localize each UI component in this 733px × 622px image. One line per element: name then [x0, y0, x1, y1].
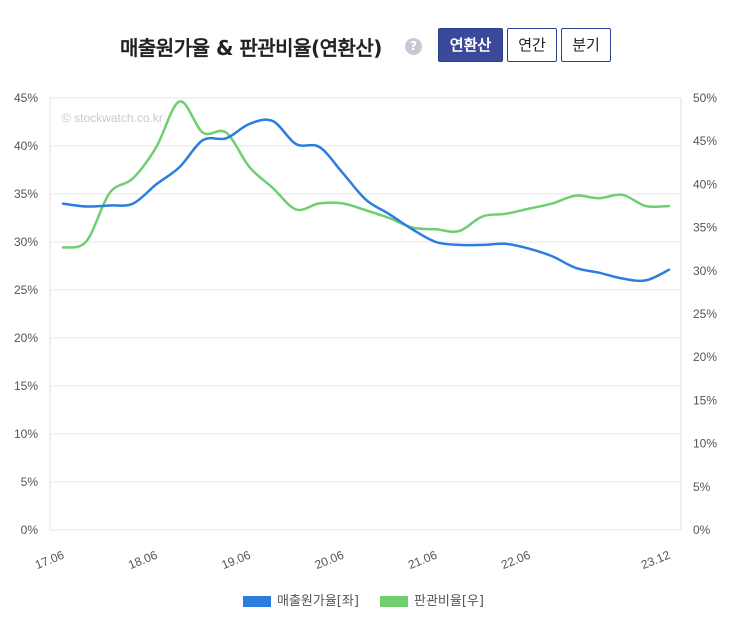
x-axis-ticks: 17.06 18.06 19.06 20.06 21.06 22.06 23.12: [33, 548, 672, 572]
legend: 매출원가율[좌] 판관비율[우]: [0, 590, 733, 610]
x-axis-tick-label: 23.12: [639, 548, 672, 572]
legend-label: 매출원가율[좌]: [277, 594, 359, 609]
button-annualized[interactable]: 연환산: [438, 28, 503, 62]
left-axis-tick-label: 5%: [21, 475, 39, 489]
x-axis-tick-label: 17.06: [33, 548, 66, 572]
right-axis-tick-label: 10%: [693, 437, 717, 451]
watermark: © stockwatch.co.kr: [62, 111, 163, 125]
chart-title: 매출원가율 & 판관비율(연환산): [120, 36, 382, 60]
right-axis-tick-label: 25%: [693, 307, 717, 321]
right-axis-tick-label: 0%: [693, 523, 711, 537]
left-axis-tick-label: 15%: [14, 379, 38, 393]
legend-swatch-sga-ratio: [380, 596, 408, 607]
question-circle-icon[interactable]: ?: [405, 38, 422, 55]
series-lines: [61, 100, 671, 283]
x-axis-tick-label: 18.06: [126, 548, 159, 572]
right-axis-tick-label: 45%: [693, 134, 717, 148]
left-axis-tick-label: 35%: [14, 187, 38, 201]
left-axis-tick-label: 30%: [14, 235, 38, 249]
x-axis-tick-label: 21.06: [406, 548, 439, 572]
series-line-sga-ratio[interactable]: [61, 100, 671, 249]
right-axis-tick-label: 5%: [693, 480, 711, 494]
legend-item-cost-ratio[interactable]: 매출원가율[좌]: [243, 590, 359, 610]
right-axis-tick-label: 20%: [693, 350, 717, 364]
left-axis-tick-label: 25%: [14, 283, 38, 297]
left-axis-tick-label: 10%: [14, 427, 38, 441]
legend-label: 판관비율[우]: [414, 594, 484, 609]
left-axis-tick-label: 0%: [21, 523, 39, 537]
right-axis-tick-label: 40%: [693, 177, 717, 191]
right-axis-ticks: 0% 5% 10% 15% 20% 25% 30% 35% 40% 45% 50%: [693, 91, 717, 537]
x-axis-tick-label: 20.06: [313, 548, 346, 572]
left-axis-tick-label: 40%: [14, 139, 38, 153]
right-axis-tick-label: 50%: [693, 91, 717, 105]
series-line-cost-ratio[interactable]: [61, 118, 671, 283]
x-axis-tick-label: 19.06: [219, 548, 252, 572]
button-yearly[interactable]: 연간: [507, 28, 557, 62]
right-axis-tick-label: 35%: [693, 221, 717, 235]
legend-swatch-cost-ratio: [243, 596, 271, 607]
right-axis-tick-label: 30%: [693, 264, 717, 278]
legend-item-sga-ratio[interactable]: 판관비율[우]: [380, 590, 484, 610]
left-axis-ticks: 0% 5% 10% 15% 20% 25% 30% 35% 40% 45%: [14, 91, 38, 537]
chart-header: 매출원가율 & 판관비율(연환산) ? 연환산 연간 분기: [0, 28, 733, 64]
left-axis-tick-label: 20%: [14, 331, 38, 345]
x-axis-tick-label: 22.06: [499, 548, 532, 572]
left-axis-tick-label: 45%: [14, 91, 38, 105]
button-quarterly[interactable]: 분기: [561, 28, 611, 62]
right-axis-tick-label: 15%: [693, 393, 717, 407]
grid-lines: [49, 97, 682, 531]
